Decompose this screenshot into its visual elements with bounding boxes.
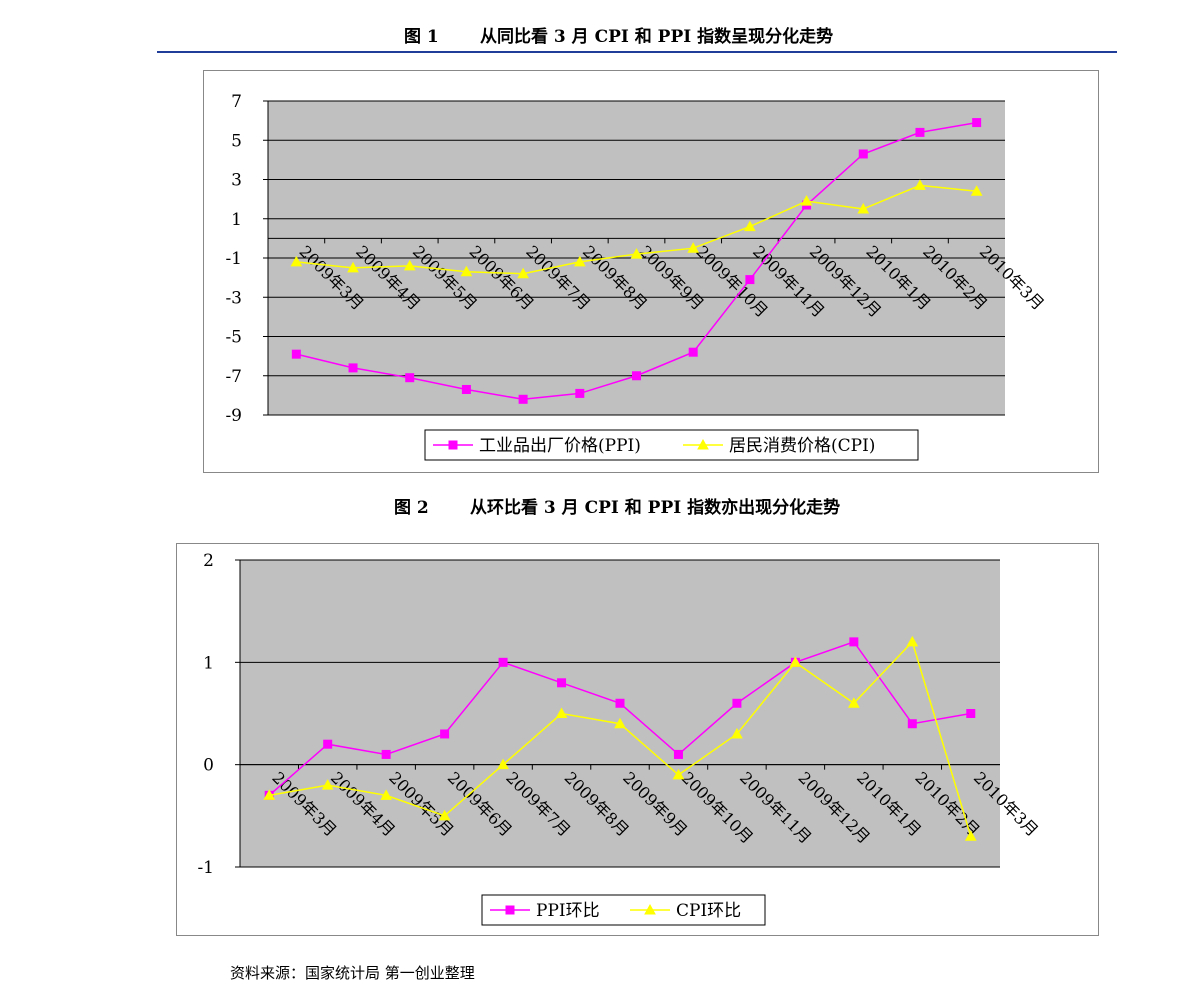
marker	[964, 830, 977, 841]
marker	[263, 789, 276, 800]
marker	[907, 719, 917, 729]
legend-label: 工业品出厂价格(PPI)	[479, 436, 641, 456]
legend-marker	[644, 903, 656, 915]
marker	[630, 248, 643, 259]
y-tick-label: 5	[231, 131, 242, 151]
y-tick-label: 1	[231, 210, 242, 230]
source-note: 资料来源：国家统计局 第一创业整理	[230, 964, 475, 982]
legend-label: 居民消费价格(CPI)	[729, 436, 875, 456]
marker	[673, 749, 683, 759]
y-tick-label: 3	[231, 171, 242, 191]
figure-title: 从环比看 3 月 CPI 和 PPI 指数亦出现分化走势	[470, 497, 840, 518]
legend-marker	[448, 440, 458, 450]
figure-label: 图 2	[394, 498, 429, 518]
legend-box	[424, 429, 919, 461]
y-tick-label: -9	[225, 406, 242, 426]
marker	[461, 384, 471, 394]
marker	[498, 657, 508, 667]
marker	[497, 758, 509, 770]
y-tick-label: 1	[203, 653, 214, 673]
marker	[380, 789, 393, 800]
y-tick-label: -5	[225, 328, 242, 348]
y-tick-label: 2	[203, 551, 214, 571]
marker	[575, 388, 585, 398]
marker	[518, 394, 528, 404]
marker	[849, 637, 859, 647]
marker	[323, 739, 333, 749]
marker	[970, 185, 983, 196]
marker	[615, 698, 625, 708]
marker	[800, 195, 813, 206]
figure-label: 图 1	[404, 27, 439, 47]
plot-area	[240, 560, 1000, 867]
marker	[460, 265, 473, 277]
marker	[557, 678, 567, 688]
marker	[972, 118, 982, 128]
marker	[573, 255, 586, 267]
marker	[291, 349, 301, 359]
marker	[672, 768, 685, 780]
marker	[348, 363, 358, 373]
marker	[847, 697, 860, 708]
legend-marker	[697, 438, 709, 450]
marker	[347, 261, 359, 273]
marker	[381, 749, 391, 759]
marker	[914, 179, 926, 190]
marker	[789, 656, 802, 667]
marker	[440, 729, 450, 739]
legend-label: CPI环比	[676, 901, 741, 921]
marker	[555, 707, 568, 718]
marker	[632, 371, 641, 381]
marker	[731, 727, 743, 739]
legend-marker	[505, 905, 515, 915]
y-tick-label: -1	[225, 249, 242, 269]
marker	[517, 267, 529, 279]
figure-title: 从同比看 3 月 CPI 和 PPI 指数呈现分化走势	[480, 26, 833, 47]
marker	[614, 717, 626, 729]
marker	[732, 698, 742, 708]
marker	[321, 779, 334, 790]
marker	[858, 149, 868, 159]
legend-label: PPI环比	[536, 901, 600, 921]
marker	[687, 242, 700, 253]
y-tick-label: -1	[197, 858, 214, 878]
marker	[857, 202, 870, 214]
marker	[745, 275, 755, 285]
marker	[438, 809, 451, 821]
marker	[290, 255, 303, 267]
y-tick-label: 0	[203, 756, 214, 776]
marker	[915, 127, 925, 137]
marker	[405, 373, 415, 383]
marker	[966, 709, 976, 718]
y-tick-label: -3	[225, 288, 242, 308]
marker	[744, 220, 756, 232]
y-tick-label: -7	[225, 367, 242, 387]
marker	[688, 347, 698, 357]
marker	[403, 259, 416, 271]
y-tick-label: 7	[231, 92, 242, 112]
marker	[906, 635, 919, 647]
